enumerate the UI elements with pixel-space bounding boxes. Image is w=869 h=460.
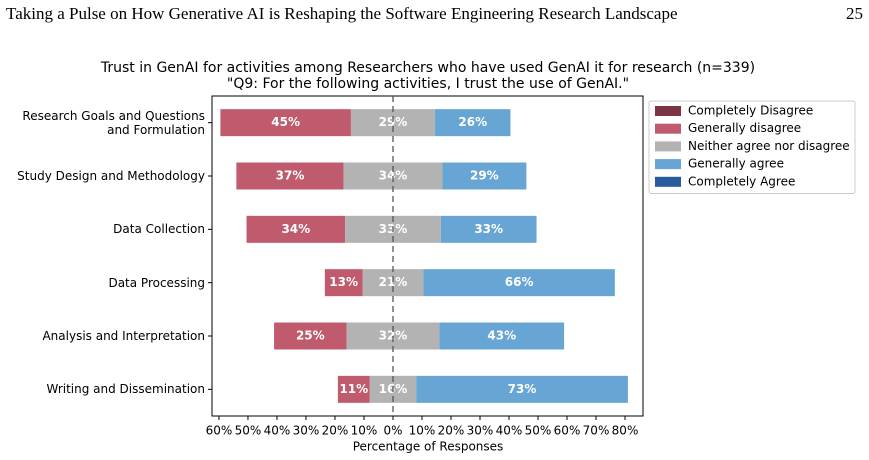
bar-segment <box>324 269 363 297</box>
legend-label: Neither agree nor disagree <box>688 139 850 153</box>
x-tick-label: 20% <box>322 424 349 438</box>
value-label: 66% <box>505 275 534 289</box>
x-tick-label: 20% <box>438 424 465 438</box>
x-tick-label: 80% <box>612 424 639 438</box>
value-label: 26% <box>458 115 487 129</box>
x-tick-label: 60% <box>554 424 581 438</box>
legend-swatch <box>655 159 681 170</box>
y-tick-label: Research Goals and Questions and Formula… <box>22 108 205 137</box>
x-tick-label: 30% <box>293 424 320 438</box>
bar-segment <box>236 162 344 190</box>
value-label: 73% <box>508 382 537 396</box>
value-label: 37% <box>276 169 305 183</box>
value-label: 34% <box>379 169 408 183</box>
running-title: Taking a Pulse on How Generative AI is R… <box>6 4 678 23</box>
legend-swatch <box>655 176 681 187</box>
plot-frame <box>211 95 644 417</box>
value-label: 21% <box>379 275 408 289</box>
legend-label: Generally agree <box>688 157 784 171</box>
y-tick-label: Data Collection <box>113 222 205 237</box>
x-tick-label: 10% <box>409 424 436 438</box>
value-label: 43% <box>487 329 516 343</box>
chart-subtitle: "Q9: For the following activities, I tru… <box>227 76 629 92</box>
x-tick-label: 30% <box>467 424 494 438</box>
value-label: 29% <box>470 169 499 183</box>
value-label: 29% <box>379 115 408 129</box>
page-number: 25 <box>846 4 863 23</box>
x-axis-title: Percentage of Responses <box>353 440 504 454</box>
bar-segment <box>220 109 351 137</box>
legend-box <box>648 100 856 194</box>
value-label: 33% <box>474 222 503 236</box>
x-tick-label: 40% <box>264 424 291 438</box>
legend-label: Completely Agree <box>688 174 795 188</box>
x-tick-label: 10% <box>351 424 378 438</box>
legend-swatch <box>655 141 681 152</box>
x-tick-label: 50% <box>235 424 262 438</box>
bar-segment <box>337 375 370 403</box>
x-tick-label: 50% <box>525 424 552 438</box>
y-tick-label: Analysis and Interpretation <box>42 329 205 343</box>
value-label: 13% <box>329 275 358 289</box>
bar-segment <box>274 322 347 350</box>
bar-segment <box>439 322 565 350</box>
value-label: 34% <box>281 222 310 236</box>
bar-segment <box>435 109 511 137</box>
legend-label: Generally disagree <box>688 121 801 135</box>
legend-swatch <box>655 123 681 134</box>
legend-label: Completely Disagree <box>688 104 813 118</box>
x-tick-label: 60% <box>206 424 233 438</box>
x-tick-label: 40% <box>496 424 523 438</box>
chart-title: Trust in GenAI for activities among Rese… <box>100 60 755 76</box>
value-label: 25% <box>296 329 325 343</box>
y-tick-label: Study Design and Methodology <box>17 169 205 183</box>
value-label: 11% <box>339 382 368 396</box>
x-tick-label: 0% <box>383 424 402 438</box>
bar-segment <box>442 162 527 190</box>
bar-segment <box>416 375 628 403</box>
value-label: 45% <box>271 115 300 129</box>
bar-segment <box>423 269 615 297</box>
legend-swatch <box>655 106 681 116</box>
bar-segment <box>246 215 346 243</box>
y-tick-label: Writing and Dissemination <box>46 382 206 397</box>
value-label: 32% <box>379 329 408 343</box>
y-tick-label: Data Processing <box>108 275 205 290</box>
bar-segment <box>440 215 537 243</box>
x-tick-label: 70% <box>583 424 610 438</box>
